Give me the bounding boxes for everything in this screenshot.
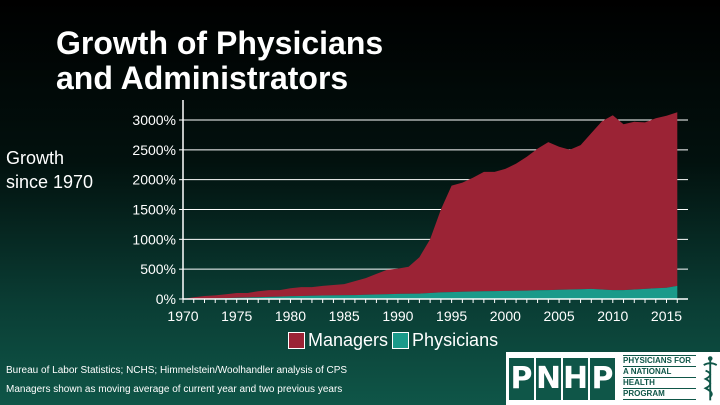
x-tick-label-2015: 2015 (651, 308, 682, 324)
y-tick-label-0: 0% (156, 291, 176, 307)
legend-swatch-physicians (392, 332, 409, 349)
logo-letter-p2: P (590, 358, 615, 400)
x-tick-label-1980: 1980 (275, 308, 306, 324)
logo-letter-p1: P (509, 358, 534, 400)
logo-text-line-1: PHYSICIANS FOR (623, 356, 696, 367)
x-tick-label-1970: 1970 (167, 308, 198, 324)
caduceus-icon (700, 352, 720, 405)
x-tick-label-1995: 1995 (436, 308, 467, 324)
x-tick-label-1985: 1985 (329, 308, 360, 324)
pnhp-logo: P N H P PHYSICIANS FOR A NATIONAL HEALTH… (506, 352, 720, 405)
logo-letters: P N H P (506, 352, 617, 405)
x-tick-label-2010: 2010 (597, 308, 628, 324)
x-tick-label-2005: 2005 (543, 308, 574, 324)
logo-letter-h: H (563, 358, 588, 400)
legend-item-managers: Managers (288, 330, 388, 351)
legend-swatch-managers (288, 332, 305, 349)
y-tick-label-3000: 3000% (132, 112, 176, 128)
source-note: Bureau of Labor Statistics; NCHS; Himmel… (6, 365, 347, 376)
logo-text-line-2: A NATIONAL (623, 367, 696, 378)
logo-text-line-3: HEALTH (623, 378, 696, 389)
legend-item-physicians: Physicians (392, 330, 498, 351)
logo-text-line-4: PROGRAM (623, 389, 696, 400)
x-tick-label-1975: 1975 (221, 308, 252, 324)
y-tick-label-2500: 2500% (132, 142, 176, 158)
x-tick-label-1990: 1990 (382, 308, 413, 324)
y-tick-label-1500: 1500% (132, 202, 176, 218)
method-note: Managers shown as moving average of curr… (6, 384, 342, 395)
legend-label-managers: Managers (308, 330, 388, 351)
x-tick-label-2000: 2000 (490, 308, 521, 324)
chart-legend: Managers Physicians (288, 330, 502, 351)
y-tick-label-500: 500% (140, 261, 176, 277)
y-tick-label-1000: 1000% (132, 231, 176, 247)
logo-text: PHYSICIANS FOR A NATIONAL HEALTH PROGRAM (623, 355, 696, 405)
series-area-managers (183, 112, 677, 299)
logo-letter-n: N (536, 358, 561, 400)
y-tick-label-2000: 2000% (132, 172, 176, 188)
legend-label-physicians: Physicians (412, 330, 498, 351)
